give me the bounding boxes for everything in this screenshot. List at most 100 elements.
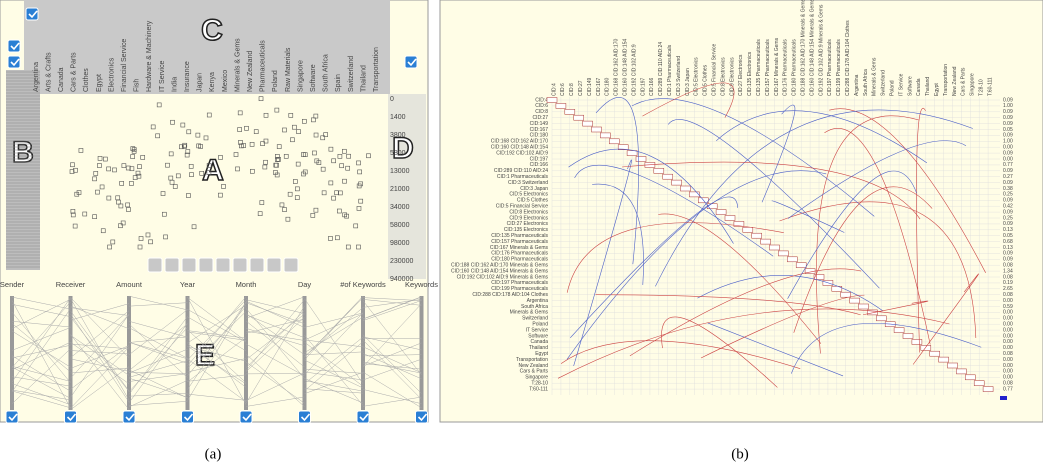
scatter-point — [366, 153, 371, 159]
scatter-point — [126, 207, 131, 212]
scatter-point — [328, 236, 333, 241]
link-arc — [655, 109, 973, 287]
row-value: 0.59 — [1003, 304, 1013, 310]
checkbox — [404, 55, 418, 69]
scatter-point — [331, 195, 336, 201]
column-label: Spain — [335, 74, 342, 92]
row-value: 0.25 — [1003, 215, 1013, 221]
polyline-segment — [70, 314, 130, 398]
column-label: CID:199 Pharmaceuticals — [836, 39, 842, 96]
cell-marker — [680, 185, 691, 192]
parallel-axis-label: Amount — [116, 280, 143, 289]
link-arc — [863, 300, 929, 316]
cell-marker — [591, 126, 602, 133]
column-label: Arts & Crafts — [45, 52, 52, 92]
link-arc — [595, 97, 639, 265]
column-label: CID:8 Electronics — [720, 57, 726, 96]
scatter-point — [294, 195, 300, 200]
polyline-segment — [245, 308, 305, 379]
polyline-segment — [128, 336, 188, 343]
checkbox — [415, 410, 428, 424]
polyline-segment — [304, 307, 364, 357]
column-label: South Africa — [863, 69, 869, 96]
scatter-point — [253, 129, 259, 134]
scatter-point — [188, 164, 194, 169]
column-label: Software — [907, 76, 913, 96]
scatter-point — [73, 167, 78, 173]
scatter-point — [263, 138, 269, 144]
cell-marker — [893, 327, 905, 333]
column-label: Financial Service — [121, 39, 128, 92]
polyline-segment — [11, 304, 71, 317]
row-value: 0.00 — [1003, 375, 1013, 381]
scatter-point — [310, 213, 316, 218]
scatter-point — [337, 190, 343, 196]
polyline-segment — [128, 342, 188, 360]
link-arc — [570, 196, 739, 339]
row-value: 0.09 — [1003, 97, 1013, 103]
parallel-axis — [244, 296, 248, 410]
row-value: 0.09 — [1003, 251, 1013, 257]
scatter-point — [249, 142, 255, 147]
scatter-point — [218, 155, 223, 160]
link-arc — [566, 170, 827, 360]
row-label: CID:176 Pharmaceuticals — [491, 251, 548, 257]
polyline-segment — [362, 353, 422, 380]
polyline-segment — [128, 323, 188, 403]
scatter-point — [118, 223, 123, 229]
column-label: CID:288 CID:178 AID:104 Clothes — [845, 20, 851, 96]
scatter-point — [130, 154, 135, 159]
polyline-segment — [304, 371, 364, 381]
scatter-point — [282, 127, 287, 133]
row-value: 0.77 — [1003, 386, 1013, 392]
cell-marker — [938, 356, 949, 363]
cell-marker — [733, 221, 745, 227]
row-label: CID:9 Electronics — [509, 215, 548, 221]
column-label: T:60-111 — [987, 77, 993, 96]
parallel-axis — [302, 296, 307, 410]
parallel-axis — [361, 296, 365, 410]
cell-marker — [813, 274, 825, 280]
row-value: 0.68 — [1003, 239, 1013, 245]
polyline-segment — [187, 301, 247, 390]
row-label: Minerals & Gems — [510, 310, 549, 316]
scroll-marker — [1000, 396, 1007, 400]
row-label: CID:167 — [530, 127, 549, 133]
scatter-point — [203, 135, 209, 141]
polyline-segment — [11, 308, 71, 392]
cell-marker — [795, 262, 807, 268]
scatter-point — [296, 129, 301, 134]
cell-marker — [965, 374, 976, 381]
link-arc — [595, 294, 861, 316]
row-label: CID:192 CID:102 AID:9 — [496, 150, 548, 156]
cell-marker — [582, 120, 593, 127]
cell-marker — [609, 138, 620, 145]
check-icon — [125, 413, 135, 422]
parallel-axis — [127, 296, 131, 410]
row-value: 0.38 — [1003, 186, 1013, 192]
column-label: Egypt — [934, 83, 940, 96]
scatter-point — [120, 220, 126, 226]
polyline-segment — [245, 318, 305, 334]
scatter-point — [279, 202, 285, 208]
polyline-segment — [304, 296, 364, 361]
row-label: CID:288 CID:178 AID:104 Clothes — [472, 292, 548, 298]
column-label: CID:157 Pharmaceuticals — [765, 39, 771, 96]
scatter-point — [121, 163, 127, 168]
label-c: C — [201, 14, 223, 47]
column-label: Pharmaceuticals — [260, 40, 267, 92]
cell-marker — [715, 209, 727, 215]
scatter-point — [103, 156, 108, 162]
cell-marker — [724, 215, 736, 221]
scatter-point — [191, 224, 197, 230]
scatter-point — [274, 107, 280, 113]
polyline-segment — [11, 341, 71, 371]
cell-marker — [867, 309, 878, 316]
column-label: CID:27 — [578, 80, 584, 96]
row-value: 0.00 — [1003, 363, 1013, 369]
polyline-segment — [245, 299, 305, 314]
column-label: Argentina — [854, 74, 860, 96]
cell-marker — [689, 191, 700, 198]
scatter-point — [184, 152, 190, 158]
polyline-segment — [70, 316, 130, 392]
